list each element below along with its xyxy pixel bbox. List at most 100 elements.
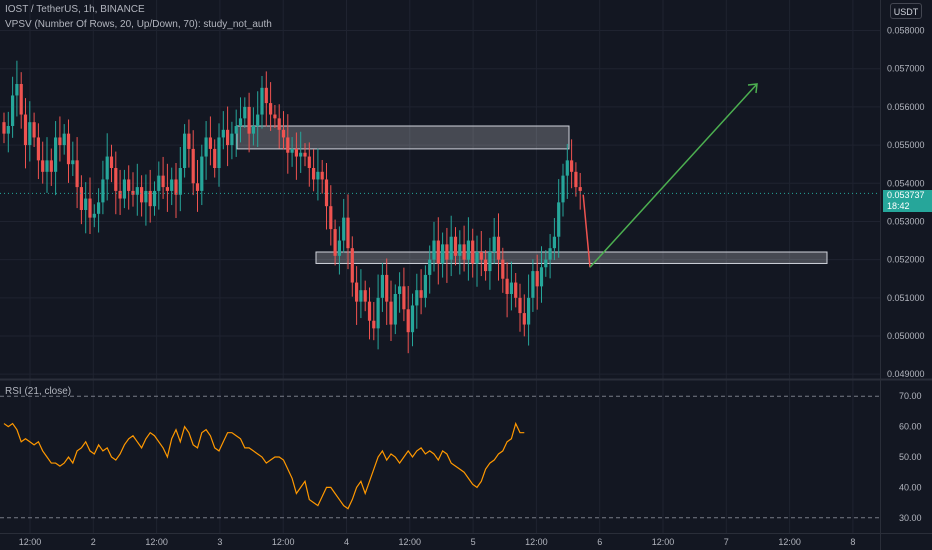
candle-body: [200, 156, 204, 191]
candle-body: [277, 118, 281, 130]
last-price-badge: 0.053737 18:42: [883, 190, 932, 212]
candle-body: [509, 282, 513, 294]
candle-body: [183, 133, 187, 168]
candle-body: [148, 190, 152, 207]
candle-body: [109, 156, 114, 168]
candle-body: [299, 152, 303, 157]
candle-body: [251, 126, 255, 134]
time-axis-label: 12:00: [272, 537, 295, 547]
price-axis-label: 0.049000: [887, 369, 925, 379]
candle-body: [178, 168, 182, 195]
candle-body: [449, 236, 453, 260]
candle-body: [6, 126, 10, 134]
candle-body: [170, 179, 174, 191]
candle-body: [230, 133, 234, 146]
candle-body: [475, 252, 479, 264]
candle-body: [88, 198, 92, 218]
time-axis-label: 5: [471, 537, 476, 547]
candle-body: [518, 297, 522, 314]
last-price-value: 0.053737: [887, 190, 925, 200]
candle-body: [204, 137, 208, 157]
candle-body: [238, 118, 243, 126]
candle-body: [23, 114, 28, 146]
candle-body: [105, 156, 109, 180]
price-axis-label: 0.056000: [887, 102, 925, 112]
candle-body: [462, 244, 466, 260]
candle-body: [535, 271, 539, 287]
time-axis-label: 12:00: [525, 537, 548, 547]
candle-body: [578, 187, 582, 191]
candle-body: [359, 290, 363, 302]
candle-body: [561, 175, 565, 203]
rsi-legend[interactable]: RSI (21, close): [5, 386, 72, 397]
price-axis-label: 0.054000: [887, 178, 925, 188]
indicator-legend[interactable]: VPSV (Number Of Rows, 20, Up/Down, 70): …: [5, 19, 272, 30]
candle-body: [11, 95, 15, 126]
candle-body: [101, 179, 105, 203]
candle-body: [256, 114, 260, 126]
candle-body: [2, 122, 6, 134]
candle-body: [49, 160, 53, 172]
candle-body: [337, 240, 341, 256]
rsi-axis-label: 30.00: [899, 513, 922, 523]
candle-body: [570, 160, 574, 172]
candle-body: [492, 236, 496, 252]
candle-body: [75, 160, 79, 188]
time-axis-label: 3: [217, 537, 222, 547]
candle-body: [320, 171, 324, 180]
candle-body: [522, 313, 526, 325]
rsi-axis-label: 70.00: [899, 391, 922, 401]
candle-body: [557, 202, 561, 237]
rsi-axis-label: 40.00: [899, 482, 922, 492]
candle-body: [269, 103, 273, 115]
candle-body: [324, 179, 329, 207]
candle-body: [294, 148, 298, 157]
candle-body: [385, 274, 389, 302]
rsi-line: [3, 421, 525, 510]
projection-up-line: [589, 83, 758, 268]
candle-body: [286, 137, 290, 153]
time-axis-label: 12:00: [19, 537, 42, 547]
rsi-axis-label: 50.00: [899, 452, 922, 462]
candle-body: [479, 252, 483, 260]
candle-body: [71, 160, 75, 165]
symbol-title[interactable]: IOST / TetherUS, 1h, BINANCE: [5, 4, 145, 15]
candle-body: [376, 297, 380, 329]
candle-body: [389, 301, 393, 325]
time-axis-label: 7: [724, 537, 729, 547]
candle-body: [527, 297, 531, 325]
candle-body: [372, 320, 376, 329]
projection-down-line: [582, 194, 591, 268]
candle-body: [458, 244, 462, 256]
candle-body: [441, 244, 445, 264]
candle-body: [552, 236, 556, 249]
time-axis-label: 6: [597, 537, 602, 547]
candle-body: [488, 252, 492, 272]
countdown-timer: 18:42: [887, 201, 910, 211]
currency-button[interactable]: USDT: [890, 3, 922, 19]
candle-body: [402, 286, 406, 310]
candle-body: [393, 294, 397, 325]
candle-body: [410, 305, 415, 333]
candle-body: [342, 217, 346, 241]
candle-body: [466, 240, 470, 260]
candle-body: [92, 213, 96, 218]
price-axis-label: 0.053000: [887, 216, 925, 226]
candle-body: [484, 259, 488, 272]
candle-body: [36, 137, 40, 161]
candle-body: [501, 259, 505, 279]
support-zone: [315, 251, 828, 264]
candle-body: [221, 129, 225, 138]
candle-body: [260, 87, 264, 115]
candle-body: [312, 168, 316, 180]
candle-body: [363, 290, 367, 302]
candle-body: [144, 190, 148, 203]
candle-body: [453, 236, 458, 256]
time-axis-label: 8: [850, 537, 855, 547]
candle-body: [118, 190, 122, 199]
candle-body: [97, 202, 101, 214]
candle-body: [281, 129, 286, 138]
candle-body: [264, 87, 268, 104]
candle-body: [544, 259, 548, 268]
